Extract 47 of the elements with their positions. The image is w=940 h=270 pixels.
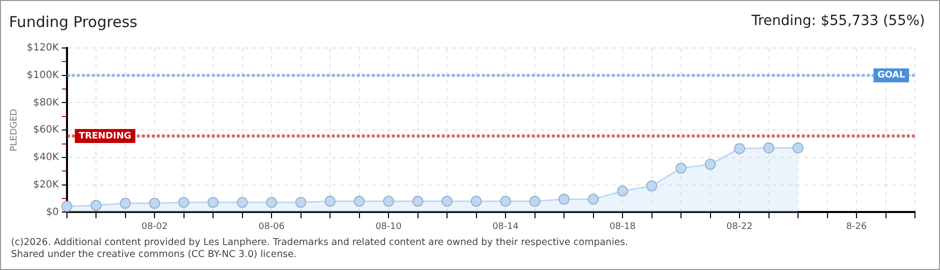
point [149,198,160,209]
point [383,196,394,207]
point [646,180,658,192]
y-tick-label: $100K [26,70,60,81]
point [61,200,72,212]
point [734,143,746,154]
text: (c)2026. Additional content provided by Les Lanphere. Trademarks and related content are owned by their respective companies. [11,237,628,249]
point [558,194,570,205]
point [442,196,453,207]
chart-title: Funding Progress [9,13,138,31]
y-axis-title: PLEDGED [10,108,20,152]
point [324,196,336,207]
point [236,196,248,208]
point [178,196,190,208]
x-tick-label: 8-26 [846,222,867,232]
x-tick-label: 08-02 [141,222,168,232]
text: Trending: $55,733 (55%) [751,13,925,29]
y-tick-label: $120K [26,42,60,54]
y-tick-label: $60K [33,124,60,136]
point [529,196,540,207]
ref-line-label: TRENDING [78,131,132,142]
y-tick-label: $40K [33,152,60,164]
point [704,158,716,170]
point [295,196,306,208]
point [792,142,804,154]
point [676,162,687,174]
y-tick-label: $80K [33,97,60,108]
point [90,200,102,211]
x-tick-label: 08-22 [726,222,753,232]
point [588,194,599,205]
x-tick-label: 08-14 [492,222,519,232]
y-tick-label: $20K [33,179,60,190]
point [617,185,628,196]
point [354,196,365,207]
x-tick-label: 08-06 [258,222,285,232]
point [500,196,512,207]
point [208,196,219,208]
text: Shared under the creative commons (CC BY-NC 3.0) license. [11,249,298,261]
point [266,196,278,208]
point [763,142,774,154]
y-tick-label: $0 [46,206,59,218]
x-tick-label: 08-18 [609,222,636,232]
x-tick-label: 08-10 [375,222,402,232]
point [412,196,424,207]
point [120,198,131,209]
ref-line-label: GOAL [878,70,906,81]
point [470,196,482,207]
